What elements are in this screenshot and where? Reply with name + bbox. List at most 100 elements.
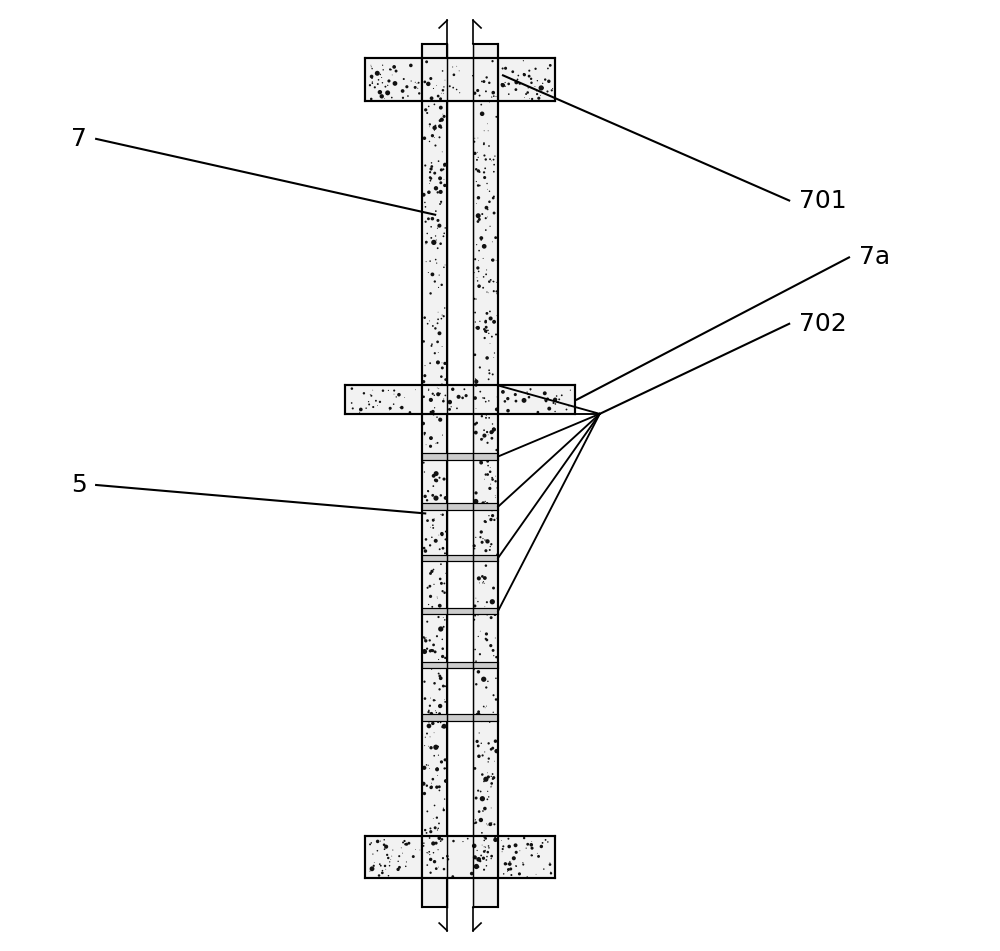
Point	[435, 801, 451, 816]
Point	[382, 400, 398, 416]
Point	[433, 754, 449, 769]
Point	[473, 784, 489, 799]
Point	[470, 629, 486, 644]
Point	[486, 165, 502, 180]
Point	[478, 410, 494, 425]
Point	[476, 428, 492, 443]
Point	[478, 323, 494, 339]
Point	[434, 307, 450, 322]
Point	[437, 694, 453, 709]
Point	[468, 371, 484, 386]
Point	[515, 53, 531, 68]
Point	[480, 436, 496, 451]
Point	[399, 837, 415, 852]
Point	[425, 836, 441, 851]
Point	[537, 386, 553, 401]
Point	[503, 867, 519, 883]
Point	[435, 541, 451, 556]
Point	[363, 58, 379, 73]
Point	[488, 88, 504, 104]
Point	[476, 422, 492, 437]
Point	[411, 86, 427, 101]
Point	[479, 424, 495, 439]
Point	[470, 594, 486, 610]
Point	[474, 455, 490, 470]
Point	[431, 666, 447, 681]
Point	[480, 673, 496, 689]
Point	[372, 85, 388, 100]
Point	[419, 726, 435, 741]
Point	[434, 526, 450, 541]
Point	[469, 196, 485, 211]
Point	[435, 83, 451, 98]
Point	[368, 393, 384, 408]
Point	[356, 386, 372, 401]
Point	[479, 607, 495, 622]
Point	[416, 187, 432, 203]
Point	[476, 269, 492, 284]
Point	[562, 382, 578, 398]
Point	[433, 91, 449, 107]
Point	[436, 108, 452, 124]
Point	[436, 308, 452, 323]
Point	[495, 61, 511, 76]
Point	[431, 783, 447, 798]
Point	[432, 623, 448, 638]
Point	[467, 598, 483, 613]
Point	[421, 134, 437, 149]
Point	[486, 753, 502, 768]
Point	[477, 571, 493, 586]
Point	[434, 339, 450, 354]
Point	[366, 858, 382, 873]
Point	[397, 833, 413, 848]
Point	[479, 116, 495, 131]
Point	[432, 698, 448, 713]
Point	[435, 649, 451, 664]
Point	[344, 396, 360, 411]
Point	[427, 274, 443, 289]
Point	[468, 851, 484, 866]
Point	[380, 868, 396, 883]
Point	[480, 427, 496, 442]
Point	[418, 103, 434, 118]
Point	[382, 858, 398, 873]
Point	[415, 416, 431, 431]
Point	[421, 703, 437, 718]
Point	[476, 671, 492, 687]
Point	[483, 779, 499, 794]
Point	[427, 644, 443, 659]
Point	[427, 400, 443, 416]
Point	[434, 527, 450, 542]
Point	[472, 454, 488, 469]
Point	[416, 130, 432, 146]
Point	[423, 865, 439, 881]
Point	[434, 360, 450, 376]
Point	[417, 74, 433, 89]
Point	[470, 738, 486, 753]
Point	[473, 232, 489, 247]
Point	[484, 329, 500, 344]
Point	[363, 91, 379, 107]
Point	[399, 79, 415, 94]
Point	[464, 866, 480, 882]
Point	[428, 836, 444, 851]
Point	[437, 752, 453, 767]
Point	[523, 75, 539, 90]
Point	[482, 817, 498, 832]
Point	[429, 762, 445, 777]
Point	[481, 366, 497, 381]
Point	[542, 855, 558, 870]
Point	[424, 211, 440, 226]
Point	[485, 274, 501, 289]
Point	[429, 591, 445, 606]
Point	[478, 558, 494, 573]
Point	[480, 784, 496, 799]
Point	[430, 213, 446, 228]
Point	[378, 862, 394, 877]
Point	[422, 165, 438, 180]
Point	[416, 674, 432, 689]
Point	[482, 184, 498, 199]
Point	[374, 865, 390, 881]
Point	[383, 62, 399, 77]
Point	[482, 219, 498, 234]
